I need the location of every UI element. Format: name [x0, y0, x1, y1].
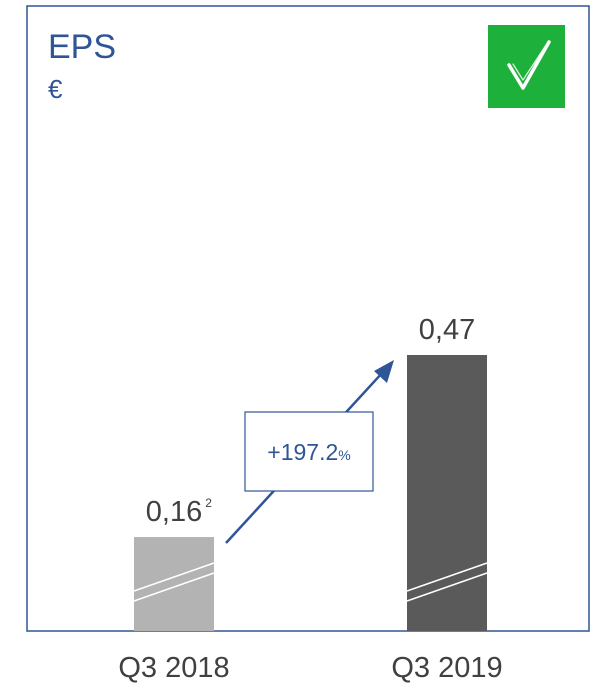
- bar-q3-2019: [406, 355, 488, 631]
- change-box: +197.2%: [244, 411, 374, 492]
- change-number: +197.2: [267, 439, 338, 465]
- bar-q3-2018: [133, 537, 215, 631]
- bar-q3-2018-rect: [134, 537, 214, 631]
- chart-frame: [26, 5, 590, 632]
- change-value: +197.2%: [267, 439, 350, 465]
- bar-q3-2019-rect: [407, 355, 487, 631]
- checkmark-icon: [488, 25, 565, 108]
- change-unit: %: [338, 447, 350, 463]
- category-label-q3-2018: Q3 2018: [118, 652, 229, 684]
- value-label-q3-2018: 0,16: [146, 496, 202, 528]
- unit-label: €: [48, 74, 63, 104]
- footnote-marker: 2: [205, 496, 212, 510]
- value-label-q3-2019: 0,47: [419, 314, 475, 346]
- category-label-q3-2019: Q3 2019: [391, 652, 502, 684]
- chart-title: EPS: [48, 28, 116, 66]
